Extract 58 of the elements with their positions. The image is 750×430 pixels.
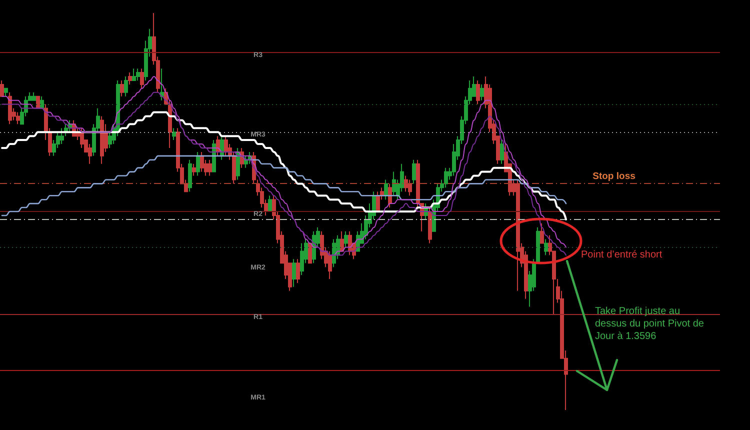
candlestick: [408, 179, 412, 196]
candlestick: [384, 179, 388, 200]
candlestick: [224, 136, 228, 156]
candlestick: [192, 163, 196, 176]
candlestick: [340, 230, 344, 252]
candlestick: [544, 238, 548, 256]
candlestick: [128, 72, 132, 85]
candlestick: [236, 147, 240, 180]
candlestick: [188, 159, 192, 192]
candlestick: [296, 258, 300, 284]
candlestick: [392, 171, 396, 196]
candlestick: [0, 80, 4, 97]
candlestick: [8, 92, 12, 125]
candlestick: [196, 151, 200, 176]
candlestick: [220, 136, 224, 160]
candlestick: [388, 183, 392, 208]
candlestick: [480, 84, 484, 101]
candlestick: [172, 128, 176, 141]
candlestick: [16, 112, 20, 125]
candlestick: [208, 159, 212, 176]
candlestick: [244, 155, 248, 168]
candlestick: [500, 140, 504, 164]
candlestick: [80, 128, 84, 148]
candlestick: [136, 68, 140, 81]
candlestick: [140, 68, 144, 89]
candlestick: [404, 175, 408, 192]
annotation: Take Profit juste au dessus du point Pivot de Jour à 1.3596: [595, 306, 707, 342]
candlestick: [60, 128, 64, 145]
candlestick: [160, 68, 164, 101]
candlestick: [516, 179, 520, 292]
candlestick: [476, 80, 480, 105]
candlestick: [120, 80, 124, 97]
candlestick: [100, 116, 104, 164]
candlestick: [328, 250, 332, 280]
candlestick: [212, 140, 216, 172]
candlestick: [32, 92, 36, 101]
candlestick: [444, 167, 448, 188]
candlestick: [4, 88, 8, 97]
candlestick: [268, 195, 272, 212]
candlestick: [292, 258, 296, 288]
candlestick: [36, 96, 40, 109]
candlestick: [344, 230, 348, 248]
candlestick: [200, 151, 204, 172]
candlestick: [40, 96, 44, 109]
candlestick: [536, 226, 540, 264]
candlestick: [428, 207, 432, 244]
candlestick: [332, 238, 336, 268]
candlestick: [124, 76, 128, 97]
candlestick: [308, 242, 312, 264]
annotation: Point d’entré short: [581, 250, 662, 260]
candlestick: [412, 159, 416, 184]
candlestick: [312, 230, 316, 264]
candlestick: [348, 230, 352, 256]
candlestick: [88, 144, 92, 164]
candlestick: [300, 242, 304, 276]
ref-line-label: Stop loss: [592, 171, 636, 182]
candlestick: [540, 222, 544, 244]
candlestick: [132, 68, 136, 81]
